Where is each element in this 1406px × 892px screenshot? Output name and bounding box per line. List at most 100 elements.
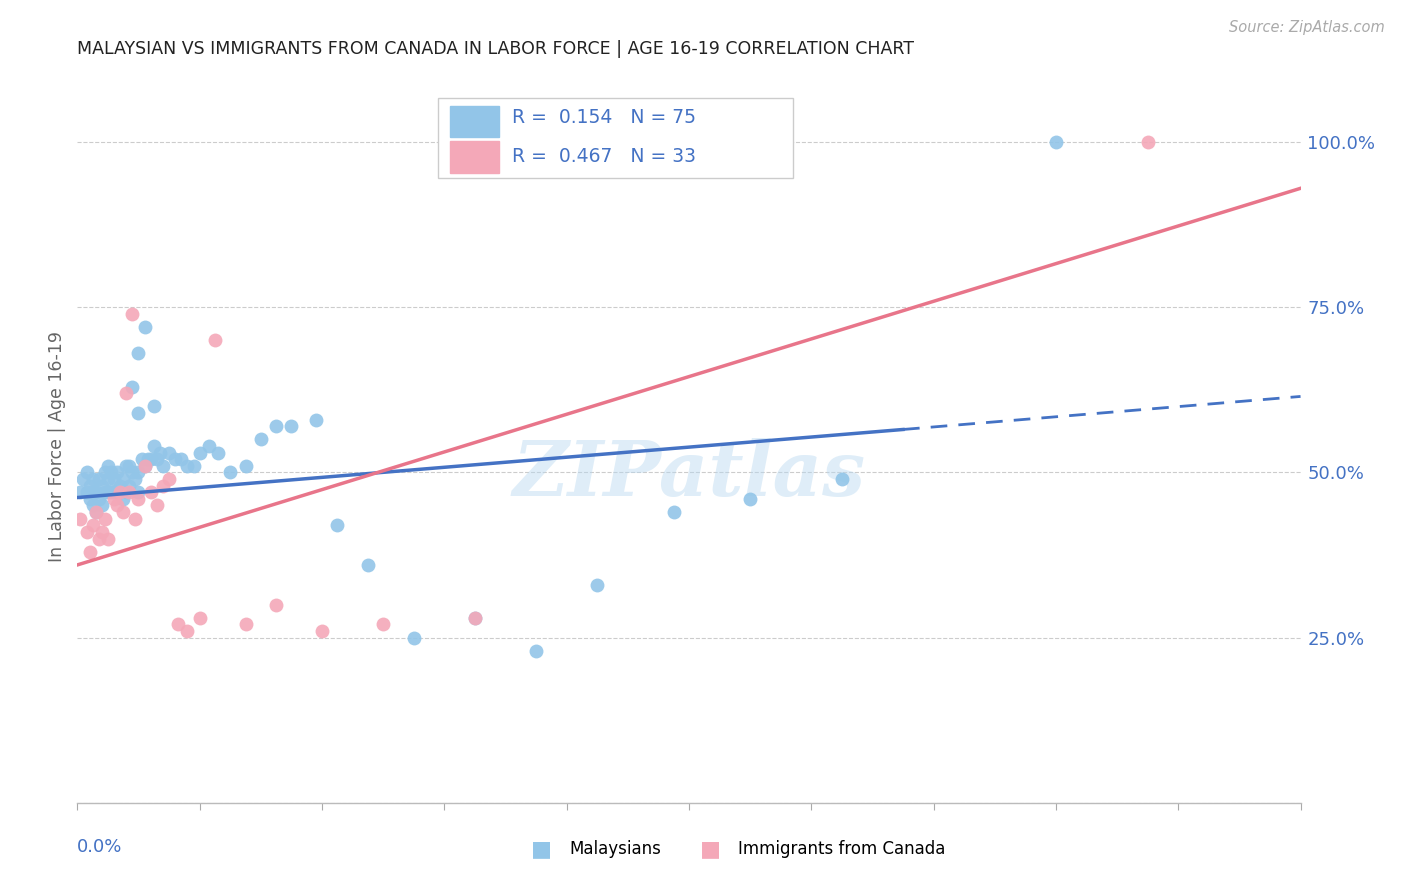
Point <box>100 485 122 500</box>
Text: ■: ■ <box>531 839 551 859</box>
FancyBboxPatch shape <box>439 98 793 178</box>
Point <box>72 472 94 486</box>
Point <box>586 578 609 592</box>
Point <box>250 433 273 447</box>
Point <box>524 644 547 658</box>
Point <box>311 624 333 638</box>
Point <box>105 466 128 480</box>
Point <box>105 485 128 500</box>
Point <box>740 491 762 506</box>
Point <box>326 518 349 533</box>
Point <box>264 419 287 434</box>
Point <box>1136 135 1159 149</box>
Point <box>464 611 486 625</box>
Text: ■: ■ <box>700 839 720 859</box>
Point <box>207 445 229 459</box>
Point <box>134 458 156 473</box>
Point <box>402 631 425 645</box>
Point <box>204 333 226 347</box>
Point <box>264 598 287 612</box>
Point <box>188 445 211 459</box>
Point <box>79 491 101 506</box>
Point <box>82 472 104 486</box>
Point <box>152 458 174 473</box>
Point <box>188 611 211 625</box>
Point <box>108 478 131 492</box>
Point <box>87 472 110 486</box>
Point <box>100 466 122 480</box>
Point <box>84 485 107 500</box>
Y-axis label: In Labor Force | Age 16-19: In Labor Force | Age 16-19 <box>48 331 66 561</box>
Text: ZIPatlas: ZIPatlas <box>512 438 866 511</box>
Point <box>97 458 120 473</box>
Point <box>124 511 146 525</box>
Point <box>152 478 174 492</box>
Point <box>90 499 112 513</box>
Point <box>146 499 169 513</box>
Point <box>235 617 257 632</box>
Point <box>69 511 91 525</box>
Point <box>198 439 221 453</box>
Point <box>103 472 125 486</box>
Point <box>108 485 131 500</box>
Point <box>149 445 172 459</box>
Point <box>76 485 98 500</box>
Point <box>662 505 685 519</box>
Point <box>112 491 135 506</box>
Point <box>97 485 120 500</box>
Point <box>170 452 193 467</box>
Text: Source: ZipAtlas.com: Source: ZipAtlas.com <box>1229 20 1385 35</box>
Text: Malaysians: Malaysians <box>569 840 661 858</box>
Point <box>76 524 98 539</box>
Point <box>115 458 138 473</box>
Bar <box>450 141 499 173</box>
Point <box>139 452 162 467</box>
Point <box>94 511 117 525</box>
Point <box>176 458 198 473</box>
Point <box>90 478 112 492</box>
Point <box>136 452 159 467</box>
Point <box>464 611 486 625</box>
Point <box>134 458 156 473</box>
Point <box>115 386 138 401</box>
Text: R =  0.154   N = 75: R = 0.154 N = 75 <box>512 108 696 128</box>
Point <box>82 518 104 533</box>
Point <box>90 524 112 539</box>
Point <box>280 419 302 434</box>
Point <box>97 532 120 546</box>
Bar <box>450 105 499 137</box>
Point <box>142 439 165 453</box>
Point <box>139 485 162 500</box>
Point <box>112 505 135 519</box>
Point <box>94 485 117 500</box>
Point <box>128 466 150 480</box>
Point <box>82 485 104 500</box>
Point <box>219 466 242 480</box>
Point <box>142 400 165 414</box>
Point <box>79 545 101 559</box>
Point <box>128 491 150 506</box>
Point <box>1045 135 1067 149</box>
Point <box>121 307 143 321</box>
Point <box>87 532 110 546</box>
Point <box>371 617 394 632</box>
Point <box>176 624 198 638</box>
Point <box>105 499 128 513</box>
Point <box>167 617 190 632</box>
Text: MALAYSIAN VS IMMIGRANTS FROM CANADA IN LABOR FORCE | AGE 16-19 CORRELATION CHART: MALAYSIAN VS IMMIGRANTS FROM CANADA IN L… <box>77 40 914 58</box>
Point <box>118 478 141 492</box>
Point <box>121 379 143 393</box>
Point <box>121 466 143 480</box>
Point <box>82 499 104 513</box>
Text: Immigrants from Canada: Immigrants from Canada <box>738 840 945 858</box>
Point <box>84 505 107 519</box>
Point <box>112 472 135 486</box>
Point <box>128 485 150 500</box>
Point <box>128 346 150 360</box>
Point <box>76 466 98 480</box>
Point <box>357 558 380 572</box>
Text: R =  0.467   N = 33: R = 0.467 N = 33 <box>512 147 696 167</box>
Point <box>183 458 205 473</box>
Point <box>124 472 146 486</box>
Point <box>94 466 117 480</box>
